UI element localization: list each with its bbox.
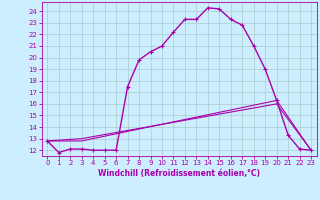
X-axis label: Windchill (Refroidissement éolien,°C): Windchill (Refroidissement éolien,°C) — [98, 169, 260, 178]
